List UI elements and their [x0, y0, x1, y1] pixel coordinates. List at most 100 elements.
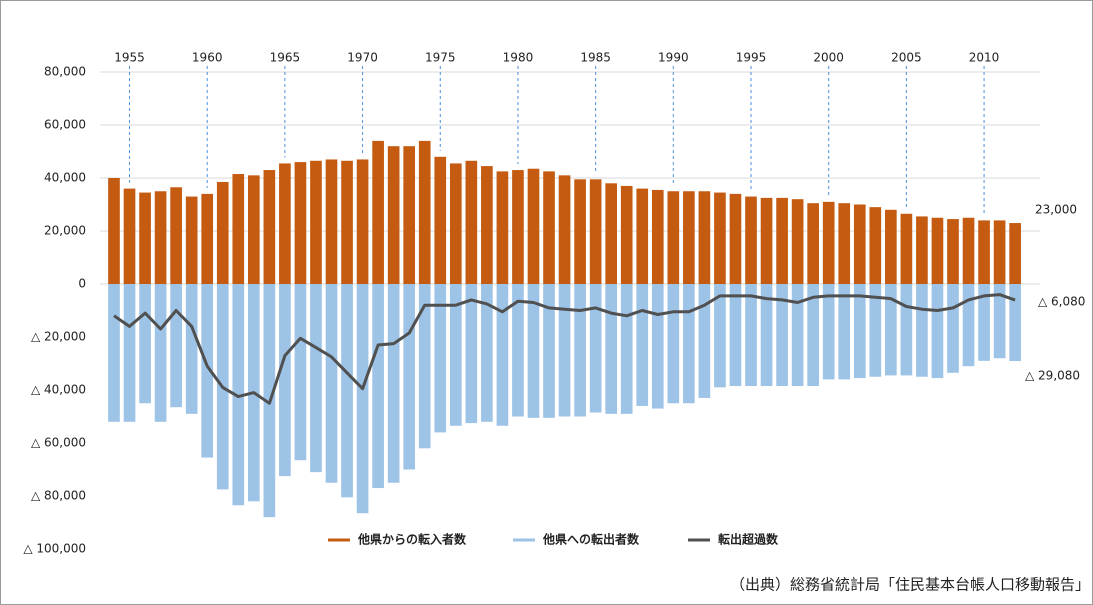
bar	[558, 284, 571, 417]
bar	[465, 284, 478, 424]
y-tick-label: △ 60,000	[31, 436, 86, 450]
x-tick-label: 1975	[425, 51, 456, 65]
bar	[683, 191, 695, 284]
bar	[776, 284, 788, 387]
bar	[791, 199, 804, 284]
annotation: △ 6,080	[1038, 295, 1085, 309]
y-tick-label: 0	[78, 277, 86, 291]
bar	[776, 197, 788, 284]
bar	[916, 284, 928, 377]
x-tick-label: 1965	[270, 51, 301, 65]
bar	[667, 284, 680, 404]
bar	[247, 175, 260, 284]
bar	[605, 284, 617, 414]
bar	[714, 192, 726, 284]
bar	[993, 284, 1006, 359]
bar	[465, 160, 478, 284]
bar	[123, 188, 136, 284]
bar	[698, 284, 711, 398]
annotation: 23,000	[1035, 203, 1077, 217]
bar	[434, 284, 447, 433]
x-tick-label: 1955	[114, 51, 145, 65]
bar	[667, 191, 680, 284]
bar	[372, 284, 384, 489]
bar	[403, 284, 416, 470]
y-tick-label: 20,000	[44, 224, 86, 238]
bar	[263, 170, 276, 284]
x-tick-label: 1960	[192, 51, 223, 65]
bar	[978, 284, 990, 361]
y-tick-label: △ 100,000	[23, 542, 86, 556]
bar	[1009, 223, 1021, 284]
x-tick-label: 1970	[347, 51, 378, 65]
bar	[387, 284, 400, 483]
bar	[512, 170, 524, 284]
bar	[574, 284, 586, 417]
bar	[869, 284, 882, 377]
bar	[154, 191, 167, 284]
bar	[372, 140, 384, 284]
bar	[683, 284, 695, 404]
bar	[978, 220, 990, 284]
bar	[170, 187, 182, 284]
x-tick-label: 1990	[658, 51, 689, 65]
bar	[589, 284, 602, 413]
bar	[496, 171, 509, 284]
bar	[139, 284, 151, 404]
bar	[310, 284, 322, 473]
bar	[185, 284, 198, 414]
bar	[216, 181, 229, 284]
bar	[760, 197, 773, 284]
bar	[449, 284, 462, 426]
bar	[527, 284, 540, 418]
bar	[885, 284, 897, 376]
bar	[356, 159, 369, 284]
x-tick-label: 2010	[969, 51, 1000, 65]
bar	[651, 284, 664, 409]
bar	[434, 156, 447, 284]
bar	[900, 213, 913, 284]
bar	[729, 284, 742, 387]
bar	[201, 284, 214, 458]
y-tick-label: △ 40,000	[31, 383, 86, 397]
bar	[154, 284, 167, 422]
bar	[232, 174, 245, 284]
bar	[310, 160, 322, 284]
x-tick-label: 2000	[813, 51, 844, 65]
bar	[387, 146, 400, 284]
bar	[620, 284, 633, 414]
bar	[729, 193, 742, 284]
bar	[496, 284, 509, 426]
bar	[651, 189, 664, 284]
bar	[558, 175, 571, 284]
bar	[853, 284, 866, 379]
bar	[543, 171, 555, 284]
bar	[108, 284, 120, 422]
legend-label: 他県からの転入者数	[357, 532, 467, 547]
bar	[294, 284, 307, 461]
bar	[885, 209, 897, 284]
x-tick-label: 1985	[580, 51, 611, 65]
bar	[185, 196, 198, 284]
bar	[512, 284, 524, 417]
annotation: △ 29,080	[1025, 369, 1080, 383]
bar	[760, 284, 773, 387]
bar	[481, 166, 493, 284]
bar	[962, 284, 975, 367]
bar	[279, 284, 291, 477]
legend-label: 転出超過数	[718, 532, 779, 547]
bar	[636, 188, 649, 284]
legend-label: 他県への転出者数	[542, 532, 640, 547]
bar	[636, 284, 649, 406]
bar	[745, 284, 757, 387]
bar	[605, 183, 617, 284]
bar	[853, 204, 866, 284]
bar	[714, 284, 726, 388]
y-tick-label: △ 20,000	[31, 330, 86, 344]
bar	[139, 192, 151, 284]
bar	[449, 163, 462, 284]
y-tick-label: △ 80,000	[31, 489, 86, 503]
bar	[170, 284, 182, 408]
bar	[962, 217, 975, 284]
